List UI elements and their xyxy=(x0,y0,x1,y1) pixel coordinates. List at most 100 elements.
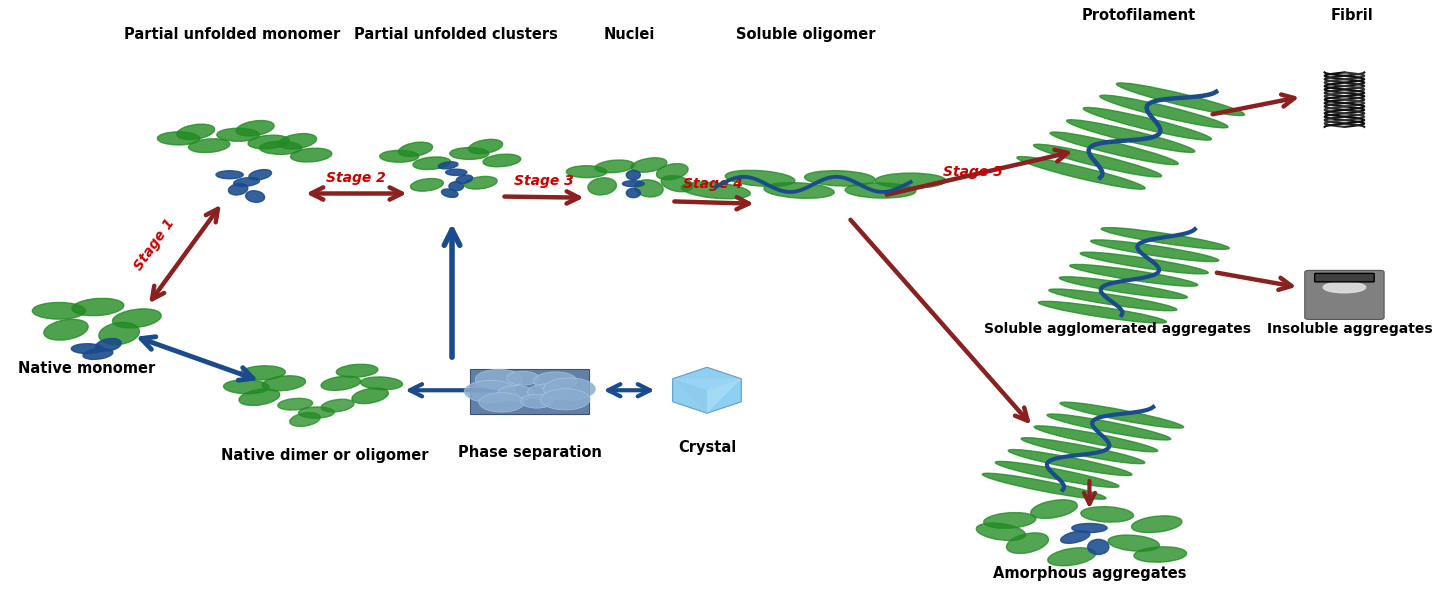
Polygon shape xyxy=(672,379,707,413)
Ellipse shape xyxy=(588,178,617,195)
Ellipse shape xyxy=(566,166,607,178)
Ellipse shape xyxy=(1101,227,1230,249)
Circle shape xyxy=(540,389,590,410)
Ellipse shape xyxy=(1016,156,1146,189)
Ellipse shape xyxy=(1034,426,1157,452)
Circle shape xyxy=(465,380,517,403)
Ellipse shape xyxy=(656,164,688,180)
Ellipse shape xyxy=(1008,450,1133,475)
Circle shape xyxy=(498,386,534,401)
Ellipse shape xyxy=(626,188,640,198)
Ellipse shape xyxy=(321,399,354,412)
FancyBboxPatch shape xyxy=(1314,273,1374,282)
Ellipse shape xyxy=(1006,533,1048,554)
Ellipse shape xyxy=(876,173,947,188)
Circle shape xyxy=(479,393,524,412)
Ellipse shape xyxy=(96,338,122,351)
Ellipse shape xyxy=(1048,289,1178,311)
Ellipse shape xyxy=(112,309,161,328)
Text: Stage 4: Stage 4 xyxy=(682,177,742,191)
Ellipse shape xyxy=(1061,531,1090,543)
Ellipse shape xyxy=(177,124,215,139)
Ellipse shape xyxy=(626,170,640,180)
Ellipse shape xyxy=(1034,144,1162,177)
Ellipse shape xyxy=(726,170,794,186)
Ellipse shape xyxy=(1134,547,1186,562)
Text: Native dimer or oligomer: Native dimer or oligomer xyxy=(221,448,428,463)
Ellipse shape xyxy=(240,366,285,380)
Text: Phase separation: Phase separation xyxy=(457,445,603,460)
Ellipse shape xyxy=(240,389,280,406)
Circle shape xyxy=(527,384,566,400)
Ellipse shape xyxy=(681,182,751,199)
Ellipse shape xyxy=(1060,402,1183,428)
Circle shape xyxy=(533,372,578,390)
Ellipse shape xyxy=(245,191,264,202)
Ellipse shape xyxy=(1048,548,1096,566)
Text: Nuclei: Nuclei xyxy=(604,27,655,42)
Circle shape xyxy=(521,394,553,408)
Ellipse shape xyxy=(450,148,489,159)
Ellipse shape xyxy=(1047,414,1170,440)
Ellipse shape xyxy=(595,160,635,173)
Text: Crystal: Crystal xyxy=(678,440,736,455)
Ellipse shape xyxy=(1080,252,1208,274)
Text: Soluble oligomer: Soluble oligomer xyxy=(736,27,876,42)
Ellipse shape xyxy=(157,132,200,145)
Ellipse shape xyxy=(1031,500,1077,518)
Ellipse shape xyxy=(1072,524,1108,533)
Ellipse shape xyxy=(449,181,463,191)
Ellipse shape xyxy=(412,157,450,170)
Ellipse shape xyxy=(216,170,244,179)
Ellipse shape xyxy=(44,320,89,340)
Text: Partial unfolded clusters: Partial unfolded clusters xyxy=(354,27,558,42)
Ellipse shape xyxy=(1323,282,1366,293)
Ellipse shape xyxy=(983,474,1106,499)
Ellipse shape xyxy=(337,364,378,377)
Polygon shape xyxy=(672,379,742,390)
Ellipse shape xyxy=(1070,265,1198,286)
Ellipse shape xyxy=(277,398,312,410)
Ellipse shape xyxy=(279,134,317,149)
Ellipse shape xyxy=(1090,240,1218,262)
Ellipse shape xyxy=(360,377,402,390)
Ellipse shape xyxy=(976,523,1025,541)
Ellipse shape xyxy=(32,302,86,319)
Ellipse shape xyxy=(411,178,443,191)
Ellipse shape xyxy=(804,170,876,186)
Circle shape xyxy=(475,369,523,389)
Ellipse shape xyxy=(635,180,664,197)
Ellipse shape xyxy=(1108,535,1159,551)
Ellipse shape xyxy=(983,513,1035,529)
Ellipse shape xyxy=(290,148,333,162)
Text: Native monomer: Native monomer xyxy=(17,361,155,376)
FancyBboxPatch shape xyxy=(470,369,590,414)
FancyBboxPatch shape xyxy=(1305,271,1384,320)
Ellipse shape xyxy=(299,407,334,418)
Ellipse shape xyxy=(439,162,457,169)
Ellipse shape xyxy=(189,139,229,153)
Polygon shape xyxy=(707,379,742,413)
Ellipse shape xyxy=(1080,507,1134,522)
Ellipse shape xyxy=(234,178,260,186)
Text: Partial unfolded monomer: Partial unfolded monomer xyxy=(125,27,341,42)
Text: Fibril: Fibril xyxy=(1330,8,1374,23)
Circle shape xyxy=(507,371,539,385)
Text: Stage 5: Stage 5 xyxy=(944,166,1003,179)
Ellipse shape xyxy=(380,150,418,162)
Ellipse shape xyxy=(1083,108,1211,140)
Ellipse shape xyxy=(99,323,139,345)
Ellipse shape xyxy=(248,170,272,180)
Ellipse shape xyxy=(1060,277,1188,299)
Ellipse shape xyxy=(1038,301,1166,323)
Text: Protofilament: Protofilament xyxy=(1082,8,1196,23)
Text: Insoluble aggregates: Insoluble aggregates xyxy=(1268,322,1433,336)
Ellipse shape xyxy=(1021,437,1144,464)
Ellipse shape xyxy=(398,142,433,156)
Ellipse shape xyxy=(632,158,666,172)
Text: Stage 1: Stage 1 xyxy=(132,216,177,274)
Ellipse shape xyxy=(224,380,269,393)
Text: Soluble agglomerated aggregates: Soluble agglomerated aggregates xyxy=(984,322,1252,336)
Ellipse shape xyxy=(845,183,916,198)
Ellipse shape xyxy=(248,135,289,149)
